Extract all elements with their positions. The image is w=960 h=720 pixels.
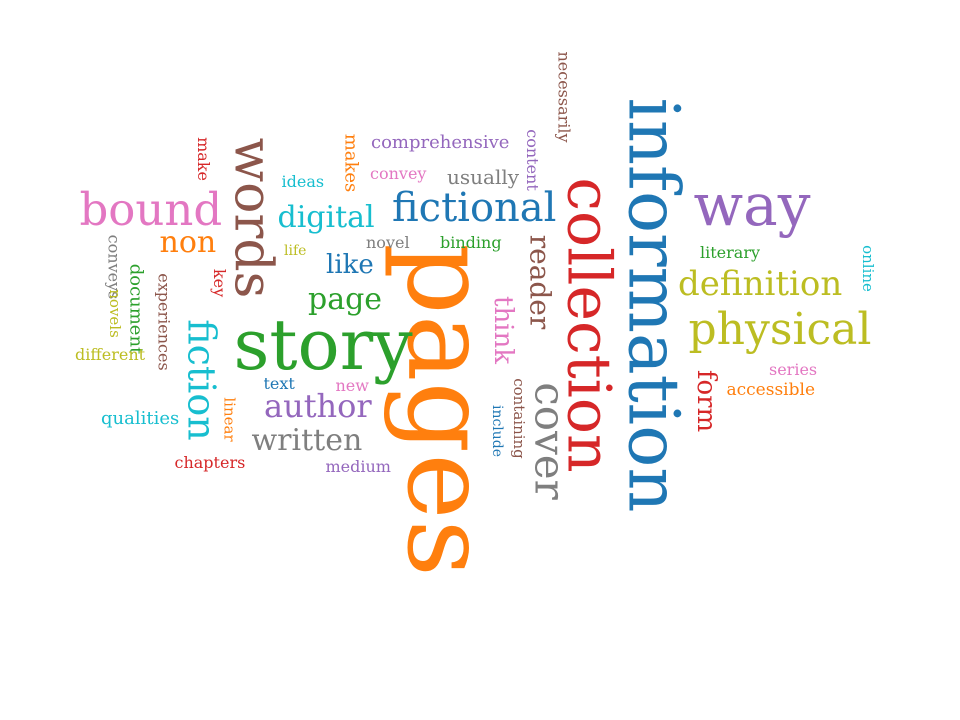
word-novel: novel xyxy=(366,233,410,252)
word-bound: bound xyxy=(79,182,223,236)
word-new: new xyxy=(335,376,369,395)
word-literary: literary xyxy=(700,243,761,262)
word-words: words xyxy=(221,137,282,299)
word-story: story xyxy=(233,304,413,386)
word-physical: physical xyxy=(688,304,872,355)
word-chapters: chapters xyxy=(174,453,246,472)
word-binding: binding xyxy=(440,233,502,252)
word-linear: linear xyxy=(220,396,239,442)
word-pages: pages xyxy=(381,243,512,577)
word-comprehensive: comprehensive xyxy=(371,132,510,153)
word-convey: convey xyxy=(370,164,427,183)
word-necessarily: necessarily xyxy=(554,51,574,143)
word-author: author xyxy=(264,387,372,425)
word-novels: novels xyxy=(105,288,124,338)
word-make: make xyxy=(193,137,213,181)
word-life: life xyxy=(284,243,307,259)
word-definition: definition xyxy=(678,264,843,304)
word-like: like xyxy=(326,250,374,280)
word-ideas: ideas xyxy=(281,172,325,191)
word-qualities: qualities xyxy=(101,408,180,429)
word-medium: medium xyxy=(325,457,391,476)
word-text: text xyxy=(263,374,295,393)
word-form: form xyxy=(691,369,722,433)
word-makes: makes xyxy=(339,133,361,193)
word-online: online xyxy=(858,244,877,292)
word-usually: usually xyxy=(447,165,520,189)
word-experiences: experiences xyxy=(154,273,174,371)
word-series: series xyxy=(769,360,818,379)
word-fictional: fictional xyxy=(392,185,557,231)
word-digital: digital xyxy=(277,200,375,235)
word-content: content xyxy=(522,129,542,191)
word-accessible: accessible xyxy=(726,379,816,400)
word-think: think xyxy=(488,295,519,365)
word-document: document xyxy=(124,263,146,355)
word-non: non xyxy=(159,225,217,260)
word-information: information xyxy=(611,97,694,513)
word-fiction: fiction xyxy=(179,319,224,441)
word-way: way xyxy=(693,171,811,239)
word-cover: cover xyxy=(525,382,575,500)
word-reader: reader xyxy=(522,234,556,330)
word-containing: containing xyxy=(509,377,528,459)
word-page: page xyxy=(308,282,383,317)
word-written: written xyxy=(251,423,363,458)
word-different: different xyxy=(75,345,146,364)
word-key: key xyxy=(210,268,230,298)
word-include: include xyxy=(489,404,506,458)
